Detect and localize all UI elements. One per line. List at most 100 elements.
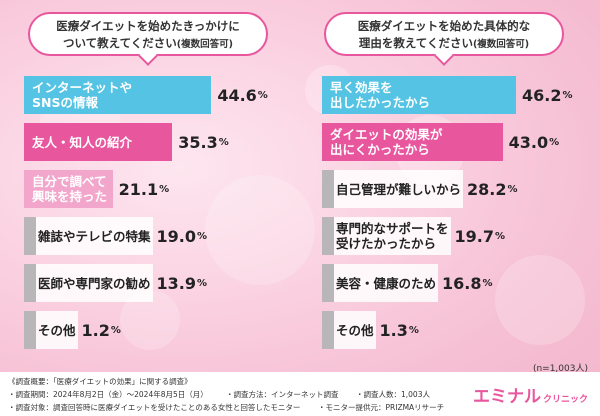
right-bar-value: 28.2% [467, 170, 518, 208]
left-bar-label-line: 雑誌やテレビの特集 [38, 228, 151, 244]
left-bar-label: 友人・知人の紹介 [32, 135, 132, 150]
left-bar-row: 医師や専門家の勧め 13.9% [24, 264, 300, 302]
left-label-backdrop [36, 311, 78, 349]
right-bar-value-unit: % [562, 89, 573, 101]
right-bar-value: 16.8% [442, 264, 493, 302]
left-label-backdrop [36, 264, 153, 302]
left-bar-label: その他 [24, 323, 76, 338]
footer-target: ・調査対象：調査回答時に医療ダイエットを受けたことのある女性と回答したモニター [8, 403, 301, 412]
left-bar-row: 雑誌やテレビの特集 19.0% [24, 217, 300, 255]
right-bar-label: ダイエットの効果が 出にくかったから [330, 127, 442, 157]
right-bar: 美容・健康のため [322, 264, 439, 302]
right-bar-row: 早く効果を 出したかったから 46.2% [322, 76, 598, 114]
right-bar-fill [322, 170, 334, 208]
right-bar-fill [322, 217, 334, 255]
left-bar-value-unit: % [159, 183, 170, 195]
left-bar-value-number: 13.9 [156, 273, 196, 293]
right-bar-label: その他 [322, 323, 374, 338]
survey-footer: 《調査概要：「医療ダイエットの効果」に関する調査》 ・調査期間：2024年8月2… [0, 372, 600, 416]
right-bar-value-number: 28.2 [467, 179, 507, 199]
left-label-backdrop [36, 217, 153, 255]
left-question-bubble: 医療ダイエットを始めたきっかけに ついて教えてください(複数回答可) [28, 12, 268, 66]
left-bar-label: 自分で調べて 興味を持った [32, 174, 107, 204]
left-bar-value-unit: % [110, 324, 121, 336]
left-bar: 雑誌やテレビの特集 [24, 217, 153, 255]
right-label-backdrop [334, 217, 451, 255]
left-bar-label-line: その他 [38, 322, 76, 338]
right-bar-label-line: 自己管理が難しいから [336, 181, 462, 197]
left-bar: その他 [24, 311, 78, 349]
right-label-backdrop [334, 170, 464, 208]
right-bar-row: 専門的なサポートを 受けたかったから 19.7% [322, 217, 598, 255]
right-question-note: (複数回答可) [472, 39, 530, 50]
left-bar-value: 1.2% [82, 311, 121, 349]
right-bar-value-unit: % [408, 324, 419, 336]
left-bar-label-line: 自分で調べて [32, 174, 107, 189]
right-bar-row: その他 1.3% [322, 311, 598, 349]
right-bar-value-number: 1.3 [379, 320, 408, 340]
right-bar-row: 美容・健康のため 16.8% [322, 264, 598, 302]
sample-size-label: (n=1,003人) [532, 364, 588, 374]
right-bar-fill [322, 264, 334, 302]
footer-period: ・調査期間：2024年8月2日（金）〜2024年8月5日（月） [8, 390, 208, 399]
right-bar-label-line: 美容・健康のため [336, 275, 437, 291]
right-bar-value: 19.7% [455, 217, 506, 255]
right-bar-label-line: 専門的なサポートを [336, 221, 449, 236]
right-bar-value-number: 46.2 [522, 85, 562, 105]
left-bar-value: 35.3% [178, 123, 229, 161]
right-bar-label-line: その他 [336, 322, 374, 338]
right-bar: 早く効果を 出したかったから [322, 76, 517, 114]
right-bar: 専門的なサポートを 受けたかったから [322, 217, 451, 255]
left-bar-value: 21.1% [119, 170, 170, 208]
right-bar-label-line: 受けたかったから [336, 236, 437, 251]
right-bar-value: 43.0% [509, 123, 560, 161]
clinic-logo: エミナル クリニック [473, 382, 588, 407]
left-bar: インターネットや SNSの情報 [24, 76, 212, 114]
left-bar-label-line: 医師や専門家の勧め [38, 275, 151, 291]
right-label-backdrop [334, 311, 376, 349]
left-bar-label-line: インターネットや [32, 80, 133, 95]
right-bar: ダイエットの効果が 出にくかったから [322, 123, 503, 161]
right-bar-chart: 早く効果を 出したかったから 46.2% ダイエットの効果が 出にくかったから 43.0%… [322, 76, 598, 356]
right-bar-value-unit: % [549, 136, 560, 148]
footer-overview: 《調査概要：「医療ダイエットの効果」に関する調査》 [8, 377, 192, 386]
left-bar-label: 雑誌やテレビの特集 [24, 229, 151, 244]
right-bar-row: 自己管理が難しいから 28.2% [322, 170, 598, 208]
right-bar-label-line: 早く効果を [330, 80, 393, 95]
left-bar-value-number: 44.6 [217, 85, 257, 105]
left-bar: 友人・知人の紹介 [24, 123, 173, 161]
left-bar-row: 自分で調べて 興味を持った 21.1% [24, 170, 300, 208]
right-bar-label: 専門的なサポートを 受けたかったから [322, 221, 449, 251]
left-bar-label: 医師や専門家の勧め [24, 276, 151, 291]
right-bar-value-number: 16.8 [442, 273, 482, 293]
right-bar-label-line: 出にくかったから [330, 142, 430, 157]
left-bar: 自分で調べて 興味を持った [24, 170, 113, 208]
right-bar-fill [322, 311, 334, 349]
left-bar-value-number: 35.3 [178, 132, 218, 152]
left-bar-value-number: 1.2 [81, 320, 110, 340]
left-question-line1: 医療ダイエットを始めたきっかけに [56, 19, 240, 33]
left-bar-row: インターネットや SNSの情報 44.6% [24, 76, 300, 114]
logo-main: エミナル [472, 387, 541, 407]
right-bar-label: 早く効果を 出したかったから [330, 80, 430, 110]
right-bar-row: ダイエットの効果が 出にくかったから 43.0% [322, 123, 598, 161]
footer-count: ・調査人数：1,003人 [356, 390, 430, 399]
right-bar-label-line: ダイエットの効果が [330, 127, 443, 142]
left-question-note: (複数回答可) [176, 39, 233, 50]
right-bar: その他 [322, 311, 376, 349]
right-question-bubble: 医療ダイエットを始めた具体的な 理由を教えてください(複数回答可) [324, 12, 564, 66]
left-bar-value: 44.6% [217, 76, 268, 114]
right-question-line1: 医療ダイエットを始めた具体的な [357, 19, 531, 33]
left-bar-fill [24, 217, 36, 255]
left-question-line2: ついて教えてください [63, 36, 177, 50]
left-bar-value-unit: % [197, 277, 208, 289]
left-bar-fill [24, 311, 36, 349]
right-bar-value-unit: % [482, 277, 493, 289]
right-bar-value: 1.3% [380, 311, 419, 349]
left-bar-label-line: 興味を持った [32, 189, 108, 204]
right-bar-label-line: 出したかったから [330, 95, 431, 110]
right-bar-value: 46.2% [522, 76, 573, 114]
right-bar-value-number: 43.0 [508, 132, 549, 152]
left-bar-label-line: SNSの情報 [32, 95, 98, 110]
left-bar-fill [24, 264, 36, 302]
